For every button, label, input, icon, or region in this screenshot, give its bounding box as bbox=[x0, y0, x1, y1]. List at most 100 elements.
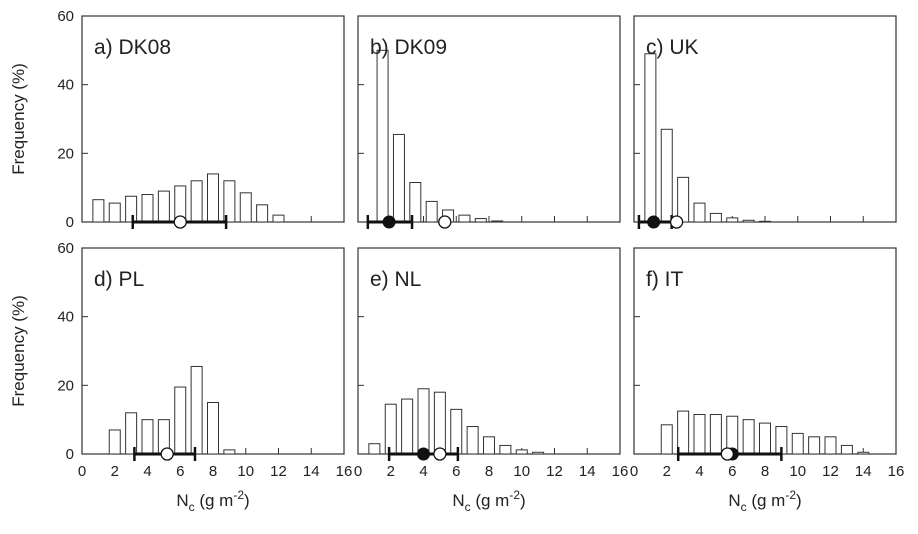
panel-4: 0 20 40 60 0 2 4 6 8 10 12 14 16 d) PL Nc (g m-2) Frequ… bbox=[9, 240, 352, 514]
x-tick-label: 4 bbox=[143, 463, 151, 480]
x-tick-label: 8 bbox=[209, 463, 217, 480]
y-tick-label: 40 bbox=[57, 309, 74, 326]
x-axis-title: Nc (g m-2) bbox=[452, 488, 525, 514]
x-tick-label: 10 bbox=[237, 463, 254, 480]
histogram-bar bbox=[207, 402, 219, 455]
x-tick-label: 6 bbox=[728, 463, 736, 480]
x-tick-label: 4 bbox=[419, 463, 427, 480]
median-marker bbox=[417, 447, 430, 461]
histogram-bar bbox=[125, 195, 138, 223]
histogram-bar bbox=[223, 449, 236, 455]
histogram-bar bbox=[108, 429, 121, 455]
histogram-bar bbox=[450, 408, 463, 455]
x-tick-label: 10 bbox=[513, 463, 530, 480]
histogram-bar bbox=[458, 214, 471, 223]
panel-label: e) NL bbox=[370, 268, 421, 291]
histogram-bar bbox=[141, 419, 154, 455]
histogram-bar bbox=[368, 443, 381, 455]
panel-3: c) UK bbox=[633, 15, 897, 229]
histogram-bar bbox=[223, 180, 236, 223]
panel-label: c) UK bbox=[646, 36, 699, 59]
median-marker bbox=[647, 215, 661, 229]
x-tick-label: 6 bbox=[176, 463, 184, 480]
mean-marker bbox=[438, 215, 452, 229]
panel-label: d) PL bbox=[94, 268, 144, 291]
mean-marker bbox=[173, 215, 187, 229]
x-tick-label: 2 bbox=[111, 463, 119, 480]
histogram-bar bbox=[677, 176, 690, 223]
histogram-bar bbox=[693, 414, 706, 455]
histogram-bar bbox=[693, 202, 706, 223]
mean-marker bbox=[160, 447, 174, 461]
histogram-bar bbox=[392, 133, 405, 223]
histogram-bar bbox=[491, 220, 504, 223]
histogram-bar bbox=[759, 220, 771, 223]
y-tick-label: 20 bbox=[57, 377, 74, 394]
panel-2: b) DK09 bbox=[357, 15, 621, 229]
histogram-bar bbox=[409, 182, 422, 223]
x-tick-label: 2 bbox=[663, 463, 671, 480]
histogram-bar bbox=[239, 192, 252, 223]
histogram-bar bbox=[709, 414, 722, 455]
histogram-bar bbox=[742, 419, 755, 455]
x-tick-label: 0 bbox=[78, 463, 86, 480]
x-tick-label: 10 bbox=[789, 463, 806, 480]
mean-marker bbox=[669, 215, 684, 229]
histogram-bar bbox=[141, 194, 154, 223]
panel-label: b) DK09 bbox=[370, 36, 447, 59]
y-tick-label: 60 bbox=[57, 240, 74, 257]
histogram-bar bbox=[433, 391, 446, 455]
histogram-bar bbox=[857, 451, 870, 455]
histogram-bar bbox=[125, 412, 138, 455]
histogram-bar bbox=[272, 214, 285, 223]
histogram-bar bbox=[108, 202, 121, 223]
y-axis-title: Frequency (%) bbox=[9, 63, 28, 174]
y-tick-label: 0 bbox=[66, 214, 74, 231]
histogram-bar bbox=[791, 432, 804, 455]
x-tick-label: 16 bbox=[888, 463, 905, 480]
panel-6: 0 2 4 6 8 10 12 14 16 f) IT Nc (g m-2) bbox=[630, 247, 905, 514]
y-tick-label: 0 bbox=[66, 446, 74, 463]
x-tick-label: 14 bbox=[303, 463, 320, 480]
histogram-bar bbox=[515, 449, 528, 455]
x-tick-label: 0 bbox=[354, 463, 362, 480]
histogram-bar bbox=[532, 451, 545, 455]
median-marker bbox=[382, 215, 396, 229]
histogram-bar bbox=[466, 426, 479, 455]
histogram-bar bbox=[174, 386, 187, 455]
histogram-bar bbox=[499, 444, 512, 455]
histogram-bar bbox=[474, 218, 487, 223]
x-tick-label: 12 bbox=[546, 463, 563, 480]
histogram-bar bbox=[190, 365, 203, 455]
panel-label: f) IT bbox=[646, 268, 683, 291]
histogram-bar bbox=[808, 436, 821, 455]
x-tick-label: 8 bbox=[761, 463, 769, 480]
y-axis-title: Frequency (%) bbox=[9, 295, 28, 406]
histogram-bar bbox=[425, 200, 438, 223]
histogram-bar bbox=[483, 436, 495, 455]
histogram-bar bbox=[759, 422, 771, 455]
histogram-bar bbox=[157, 190, 170, 223]
histogram-bar bbox=[384, 403, 397, 455]
histogram-bar bbox=[742, 219, 755, 223]
histogram-bar bbox=[190, 180, 203, 223]
x-tick-label: 14 bbox=[579, 463, 596, 480]
x-tick-label: 16 bbox=[612, 463, 629, 480]
histogram-bar bbox=[824, 436, 837, 455]
x-tick-label: 12 bbox=[822, 463, 839, 480]
x-tick-label: 8 bbox=[485, 463, 493, 480]
panel-1: 0 20 40 60 a) DK08 Frequency (%) bbox=[9, 8, 345, 231]
mean-marker bbox=[433, 447, 447, 461]
histogram-bar bbox=[840, 444, 853, 455]
x-axis-title: Nc (g m-2) bbox=[176, 488, 249, 514]
x-tick-label: 12 bbox=[270, 463, 287, 480]
histogram-bar bbox=[726, 217, 739, 223]
x-axis-title: Nc (g m-2) bbox=[728, 488, 801, 514]
histogram-bar bbox=[709, 212, 722, 223]
panel-label: a) DK08 bbox=[94, 36, 171, 59]
histogram-bar bbox=[92, 199, 105, 223]
y-tick-label: 60 bbox=[57, 8, 74, 25]
panel-5: 0 2 4 6 8 10 12 14 16 e) NL Nc (g m-2) bbox=[354, 247, 629, 514]
x-tick-label: 14 bbox=[855, 463, 872, 480]
